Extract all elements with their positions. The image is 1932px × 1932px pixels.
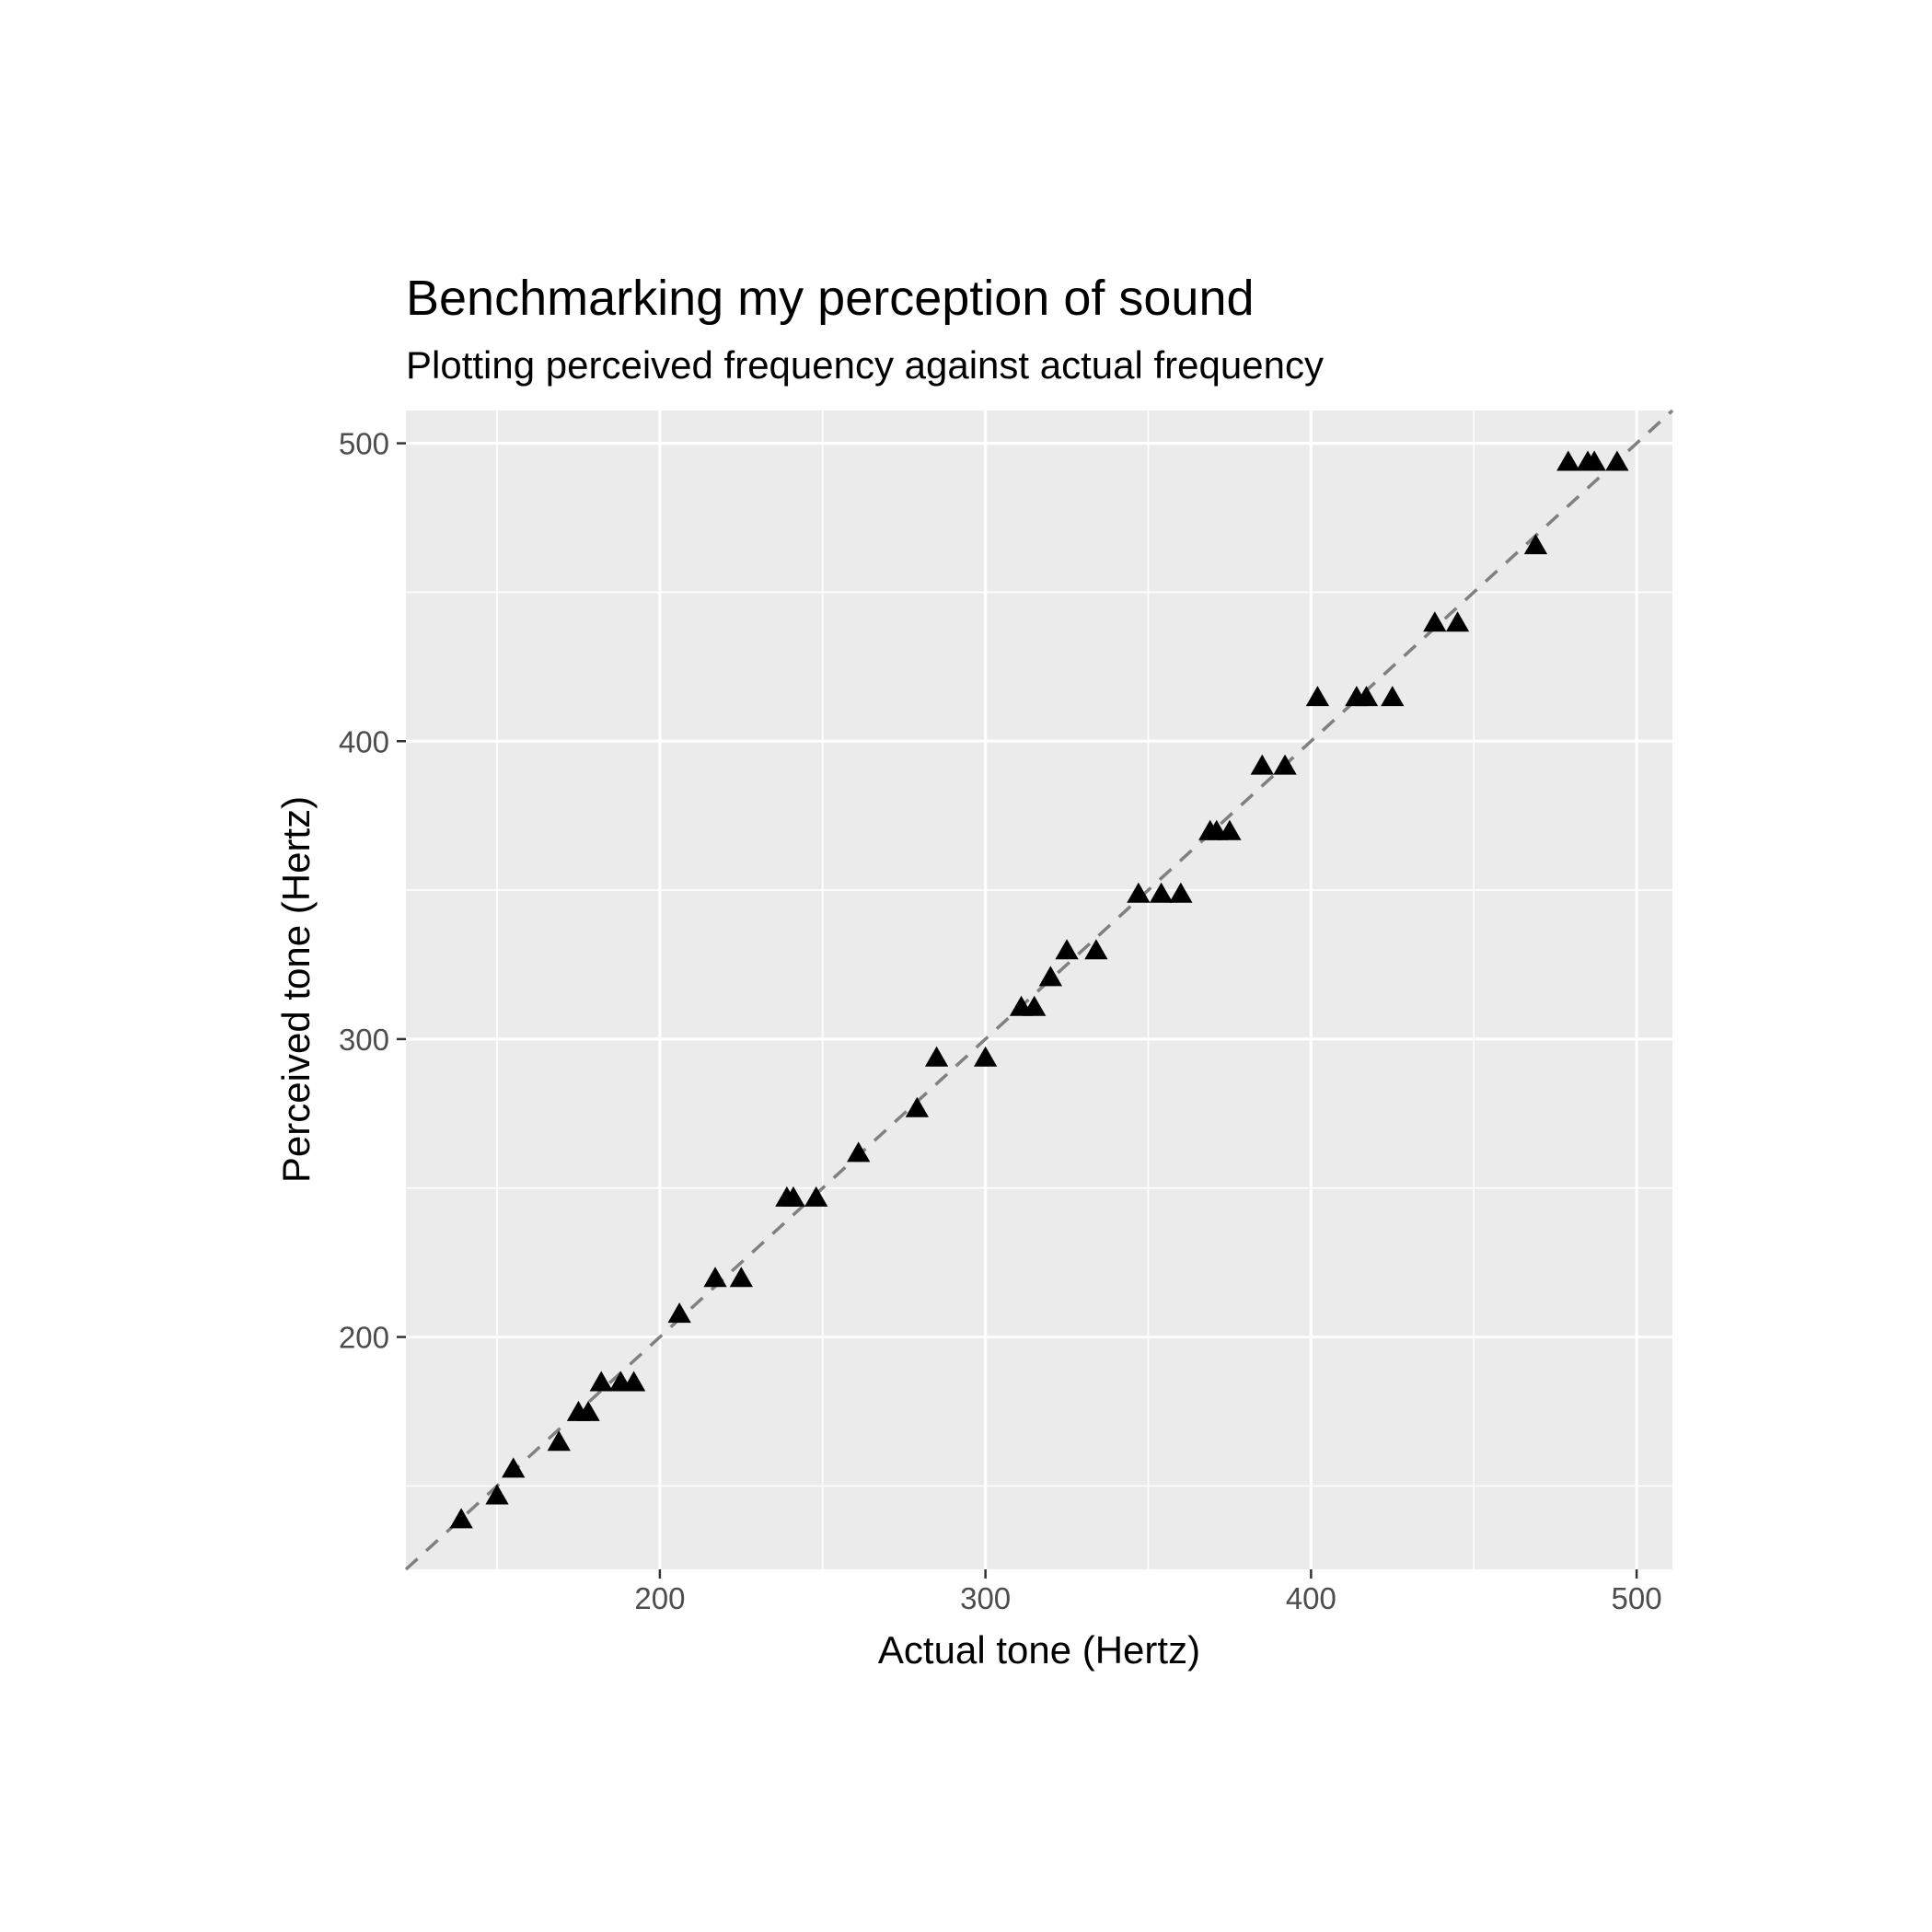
data-point [1423, 611, 1447, 632]
data-point [576, 1400, 600, 1421]
data-point [589, 1371, 613, 1392]
data-point [905, 1096, 930, 1117]
x-tick-label: 500 [1612, 1581, 1662, 1615]
data-point [485, 1484, 509, 1505]
data-point [1523, 534, 1548, 555]
data-point [703, 1267, 727, 1288]
data-point [449, 1508, 473, 1529]
data-point [1023, 995, 1047, 1016]
y-axis: 200 300 400 500 [339, 427, 406, 1355]
data-point [1055, 939, 1079, 960]
data-point [1381, 686, 1405, 707]
data-point [667, 1302, 691, 1324]
y-tick-label: 300 [339, 1023, 389, 1057]
chart-subtitle: Plotting perceived frequency against act… [406, 343, 1324, 387]
identity-reference-line [404, 409, 1674, 1571]
data-point [1038, 966, 1063, 987]
data-point [847, 1141, 871, 1163]
data-point [1127, 882, 1151, 903]
data-point [1084, 939, 1108, 960]
x-tick-label: 200 [634, 1581, 685, 1615]
data-point [1605, 450, 1629, 471]
data-point [1218, 819, 1242, 840]
data-point [973, 1046, 998, 1067]
x-axis: 200 300 400 500 [634, 1569, 1662, 1615]
data-point [1169, 882, 1193, 903]
data-point [1305, 686, 1330, 707]
data-point [547, 1430, 571, 1452]
data-point [729, 1267, 753, 1288]
data-point [1273, 754, 1297, 775]
data-points [449, 450, 1629, 1529]
x-tick-label: 300 [960, 1581, 1011, 1615]
x-tick-label: 400 [1286, 1581, 1336, 1615]
x-axis-title: Actual tone (Hertz) [878, 1628, 1200, 1672]
y-tick-label: 400 [339, 724, 389, 758]
data-point [924, 1046, 949, 1067]
data-point [781, 1186, 805, 1207]
data-point [1149, 882, 1174, 903]
data-point [804, 1186, 828, 1207]
y-tick-label: 200 [339, 1321, 389, 1355]
y-tick-label: 500 [339, 427, 389, 461]
data-point [502, 1457, 526, 1478]
data-point [1354, 686, 1379, 707]
chart-title: Benchmarking my perception of sound [406, 271, 1255, 326]
plot-panel [404, 409, 1674, 1571]
data-point [1556, 450, 1580, 471]
data-point [1250, 754, 1274, 775]
data-point [621, 1371, 646, 1392]
data-point [1582, 450, 1606, 471]
data-point [1445, 611, 1470, 632]
y-axis-title: Perceived tone (Hertz) [274, 796, 318, 1183]
